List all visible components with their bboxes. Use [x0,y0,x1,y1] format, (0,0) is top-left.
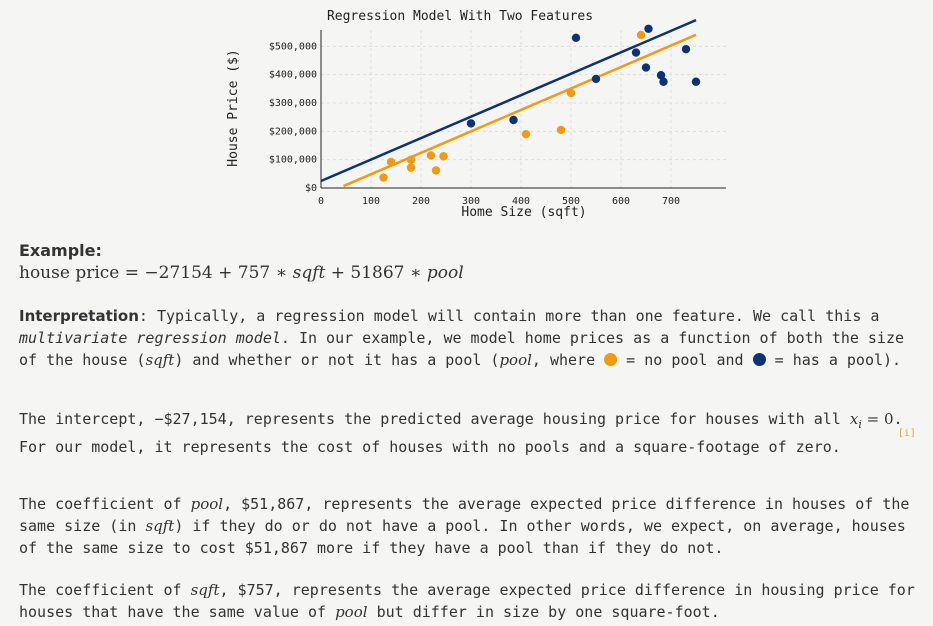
y-tick-label: $400,000 [269,70,317,81]
data-point-pool [659,77,668,86]
x-tick-label: 200 [412,196,430,207]
y-tick-label: $100,000 [269,155,317,166]
intercept-math-rest: = 0 [861,410,894,428]
interpretation-text-2: . In our example, we model home prices a… [19,329,905,369]
eq-term2: + 51867 ∗ [325,263,427,283]
data-point-pool [571,33,581,43]
y-axis-ticks: $0 $100,000 $200,000 $300,000 $400,000 $500,0… [269,41,317,194]
interpretation-label: Interpretation [19,307,139,325]
x-axis-ticks: 0 100 200 300 400 500 600 700 [318,196,680,207]
coef-pool-text-2: , $51,867, represents the average expect… [19,495,910,535]
footnote-link[interactable]: [i] [897,428,916,439]
data-point-no-pool [406,155,416,164]
x-tick-label: 500 [562,196,580,207]
data-point-pool [656,71,666,80]
regression-line-pool [320,18,697,183]
intercept-math: xi = 0 [i] [849,410,916,439]
interpretation-text-6: = has a pool). [765,351,902,369]
interpretation-var-sqft: sqft [145,351,175,369]
x-tick-label: 100 [362,196,380,207]
regression-line-no-pool [343,33,697,188]
eq-equals: = [119,263,145,283]
x-axis-label: Home Size (sqft) [461,205,586,220]
x-tick-label: 0 [318,196,324,207]
x-tick-label: 700 [662,196,680,207]
example-label: Example: [19,241,102,260]
example-block: Example: house price = −27154 + 757 ∗ sq… [19,240,924,284]
coef-sqft-paragraph: The coefficient of sqft, $757, represent… [19,579,924,623]
orange-dot-icon [604,353,618,366]
intercept-text-1: The intercept, −$27,154, represents the … [19,410,850,428]
chart-title: Regression Model With Two Features [327,9,593,24]
data-point-pool [509,115,518,125]
interpretation-text-4: , where [531,351,605,369]
interpretation-var-pool: pool [499,351,532,369]
coef-sqft-text-1: The coefficient of [19,581,191,599]
x-tick-label: 600 [612,196,630,207]
coef-pool-paragraph: The coefficient of pool, $51,867, repres… [19,493,924,559]
coef-pool-text-1: The coefficient of [19,495,191,513]
y-tick-label: $300,000 [269,98,317,109]
coef-sqft-text-2: , $757, represents the average expected … [19,581,915,621]
data-point-no-pool [406,163,416,172]
interpretation-paragraph: Interpretation: Typically, a regression … [19,305,924,371]
eq-var-pool: pool [426,263,464,283]
coef-sqft-text-3: but differ in size by one square-foot. [367,603,720,621]
data-point-pool [466,119,476,128]
y-tick-label: $0 [305,183,317,194]
data-point-no-pool [386,157,396,167]
data-point-no-pool [439,152,448,161]
intercept-paragraph: The intercept, −$27,154, represents the … [19,408,924,458]
regression-lines [320,18,697,188]
y-tick-label: $200,000 [269,126,317,137]
intercept-math-x: x [849,410,859,428]
interpretation-text-5: = no pool and [617,351,753,369]
data-point-pool [631,48,641,57]
data-point-no-pool [431,166,441,175]
x-tick-label: 400 [512,196,530,207]
navy-dot-icon [752,353,766,366]
data-points [379,24,701,182]
data-point-no-pool [556,125,566,135]
intercept-math-sub: i [858,418,862,431]
data-point-no-pool [566,88,576,98]
interpretation-text-1: : Typically, a regression model will con… [138,307,880,325]
coef-pool-var-sqft: sqft [145,517,175,535]
coef-sqft-var-pool: pool [335,603,368,621]
data-point-pool [641,63,651,72]
data-point-pool [591,74,601,84]
data-point-no-pool [426,151,436,160]
data-point-no-pool [521,129,531,139]
eq-lhs: house price [19,263,120,283]
data-point-pool [681,44,691,54]
coef-sqft-var-sqft: sqft [190,581,220,599]
interpretation-emphasis: multivariate regression model [19,329,281,347]
data-point-pool [691,77,701,86]
data-point-pool [644,24,653,33]
interpretation-text-3: ) and whether or not it has a pool ( [174,351,500,369]
eq-term1: −27154 + 757 ∗ [144,263,293,283]
y-axis-label: House Price ($) [226,49,241,166]
data-point-no-pool [636,30,646,40]
regression-chart: Regression Model With Two Features $0 $10… [226,9,726,220]
coef-pool-text-3: ) if they do or do not have a pool. In o… [19,517,906,557]
eq-var-sqft: sqft [292,263,326,283]
data-point-no-pool [379,173,388,182]
x-tick-label: 300 [462,196,480,207]
coef-pool-var-pool: pool [190,495,224,513]
example-equation: house price = −27154 + 757 ∗ sqft + 5186… [19,262,924,284]
intercept-text-2: . For our model, it represents the cost … [19,410,903,456]
y-tick-label: $500,000 [269,41,317,52]
